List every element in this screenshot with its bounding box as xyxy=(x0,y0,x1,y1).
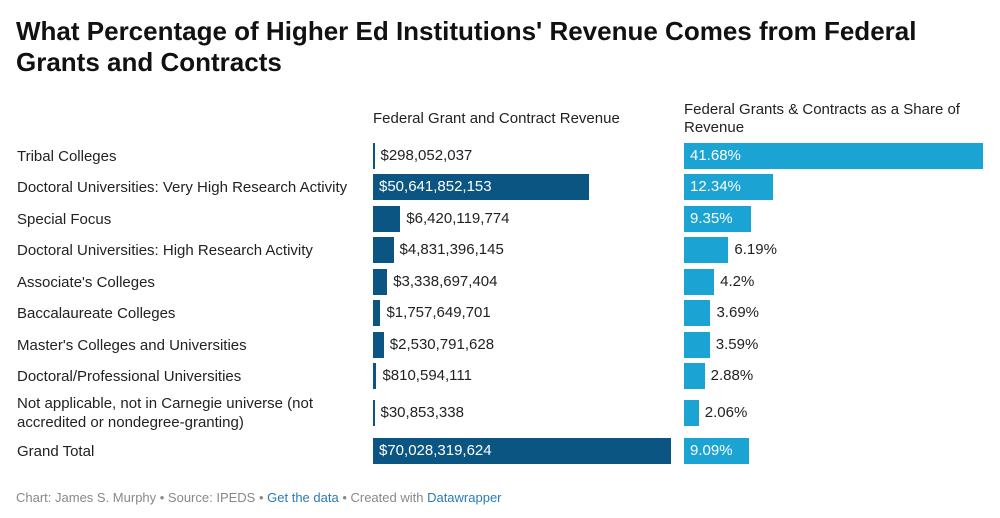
revenue-value-label: $2,530,791,628 xyxy=(389,336,495,353)
chart-footer: Chart: James S. Murphy • Source: IPEDS •… xyxy=(16,490,502,506)
revenue-value-label: $4,831,396,145 xyxy=(399,241,504,258)
revenue-bar xyxy=(373,174,589,200)
share-bar xyxy=(684,174,773,200)
share-bar xyxy=(684,143,983,169)
column-header-revenue: Federal Grant and Contract Revenue xyxy=(373,110,620,127)
row-label: Master's Colleges and Universities xyxy=(17,336,247,354)
share-value-label: 2.88% xyxy=(710,367,754,384)
share-bar xyxy=(684,400,699,426)
revenue-bar xyxy=(373,438,671,464)
row-label: Tribal Colleges xyxy=(17,147,117,165)
revenue-value-label: $1,757,649,701 xyxy=(386,304,491,321)
row-label: Baccalaureate Colleges xyxy=(17,304,176,322)
revenue-bar xyxy=(373,143,375,169)
share-value-label: 9.35% xyxy=(690,210,733,227)
share-value-label: 2.06% xyxy=(704,404,748,421)
share-bar xyxy=(684,206,752,232)
revenue-bar xyxy=(373,400,375,426)
share-bar xyxy=(684,363,705,389)
revenue-value-label: $70,028,319,624 xyxy=(379,442,492,459)
revenue-bar xyxy=(373,269,388,295)
share-bar xyxy=(684,269,715,295)
share-value-label: 3.69% xyxy=(716,304,760,321)
row-label: Associate's Colleges xyxy=(17,273,155,291)
share-value-label: 12.34% xyxy=(690,178,741,195)
share-bar xyxy=(684,237,729,263)
revenue-value-label: $50,641,852,153 xyxy=(379,178,492,195)
get-the-data-link[interactable]: Get the data xyxy=(267,490,339,505)
row-label: Doctoral/Professional Universities xyxy=(17,367,242,385)
revenue-bar xyxy=(373,237,394,263)
row-label: Special Focus xyxy=(17,210,112,228)
revenue-value-label: $30,853,338 xyxy=(380,404,464,421)
row-label: Doctoral Universities: Very High Researc… xyxy=(17,178,348,196)
footer-credit: Chart: James S. Murphy • Source: IPEDS • xyxy=(16,490,268,505)
revenue-bar xyxy=(373,363,377,389)
revenue-bar xyxy=(373,332,384,358)
revenue-value-label: $298,052,037 xyxy=(380,147,473,164)
revenue-bar xyxy=(373,300,381,326)
row-label: Not applicable, not in Carnegie universe… xyxy=(17,395,314,431)
revenue-value-label: $6,420,119,774 xyxy=(406,210,510,227)
revenue-value-label: $810,594,111 xyxy=(382,367,472,384)
revenue-value-label: $3,338,697,404 xyxy=(393,273,498,290)
share-bar xyxy=(684,332,710,358)
share-bar xyxy=(684,438,750,464)
row-label: Doctoral Universities: High Research Act… xyxy=(17,241,313,259)
share-bar xyxy=(684,300,711,326)
share-value-label: 9.09% xyxy=(690,442,733,459)
column-header-share: Federal Grants & Contracts as a Share of… xyxy=(684,101,960,136)
share-value-label: 6.19% xyxy=(734,241,777,258)
share-value-label: 4.2% xyxy=(720,273,755,290)
share-value-label: 3.59% xyxy=(715,336,759,353)
footer-created-with: • Created with xyxy=(338,490,428,505)
datawrapper-link[interactable]: Datawrapper xyxy=(427,490,502,505)
revenue-bar xyxy=(373,206,401,232)
share-value-label: 41.68% xyxy=(690,147,741,164)
row-label: Grand Total xyxy=(17,442,95,460)
chart-title: What Percentage of Higher Ed Institution… xyxy=(16,16,917,77)
